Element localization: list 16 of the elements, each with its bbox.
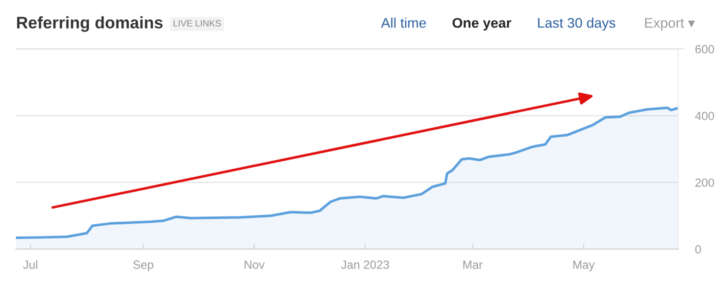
- x-tick-label: May: [573, 260, 595, 272]
- x-tick-label: Sep: [133, 260, 154, 272]
- x-tick-label: Jan 2023: [341, 260, 390, 269]
- y-tick-label: 600: [695, 45, 714, 54]
- y-tick-label: 400: [695, 112, 714, 120]
- y-tick-label: 0: [695, 245, 701, 254]
- y-tick-label: 200: [695, 178, 714, 187]
- chart-title: Referring domains: [17, 16, 163, 32]
- text: Last 30 days: [538, 18, 616, 31]
- x-tick-label: Jul: [23, 260, 38, 269]
- x-tick-label: Nov: [244, 260, 265, 269]
- text: Export ▾: [645, 18, 695, 31]
- chart-subtitle: LIVE LINKS: [174, 20, 221, 26]
- x-tick-label: Mar: [463, 260, 483, 269]
- text: One year: [452, 18, 512, 31]
- text: All time: [381, 18, 426, 28]
